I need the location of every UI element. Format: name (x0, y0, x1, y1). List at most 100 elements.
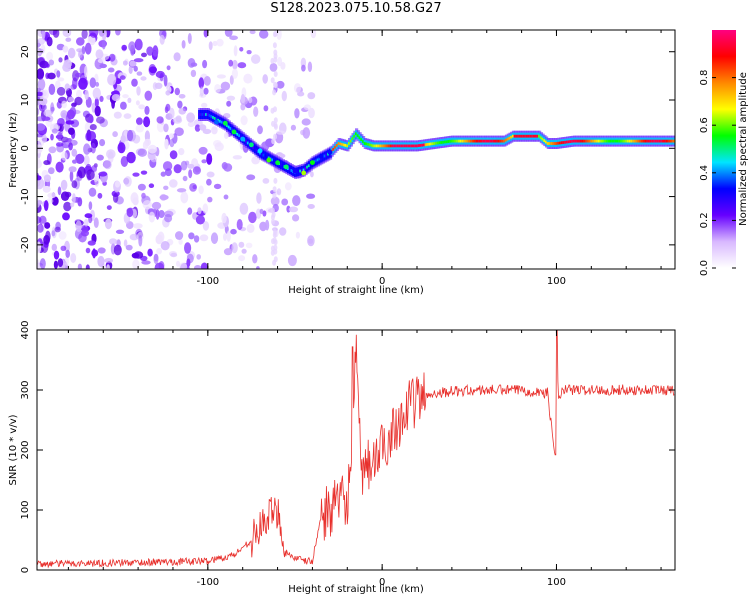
spectrogram-band-core (219, 119, 223, 123)
spectrogram-band-core (565, 140, 570, 144)
spectrogram-noise-blob (133, 223, 143, 229)
spectrogram-band-core (459, 139, 463, 143)
spectrogram-noise-blob (56, 86, 66, 96)
spectrogram-band-core (478, 139, 482, 143)
snr-series-line (37, 330, 675, 569)
spectrogram-noise-blob (223, 163, 233, 172)
spectrogram-noise-blob (276, 188, 282, 196)
spectrogram-noise-blob (270, 57, 275, 64)
spectrogram-band-core (651, 139, 655, 143)
spectrogram-noise-blob (273, 81, 277, 88)
spectrogram-noise-blob (71, 102, 77, 108)
spectrogram-band-core (485, 139, 489, 143)
spectrogram-band-core (255, 148, 259, 152)
spectrogram-band-core (600, 139, 604, 143)
spectrogram-noise-blob (174, 87, 180, 96)
spectrogram-band-core (374, 144, 378, 148)
spectrogram-band-core (428, 142, 432, 146)
spectrogram-noise-blob (170, 252, 178, 258)
spectrogram-band-core (553, 142, 557, 145)
spectrogram-band-core (400, 144, 404, 148)
spectrogram-noise-blob (135, 124, 144, 133)
spectrogram-noise-blob (271, 218, 275, 225)
spectrogram-band-core (410, 144, 414, 148)
spectrogram-band-core (574, 139, 578, 143)
spectrogram-band-spot (327, 149, 333, 155)
spectrogram-noise-blob (273, 177, 278, 184)
spectrogram-noise-blob (169, 138, 175, 148)
spectrogram-band-core (262, 153, 266, 157)
spectrogram-noise-blob (128, 65, 133, 75)
spectrogram-noise-blob (198, 146, 208, 155)
spectrogram-band-core (546, 142, 550, 145)
spectrogram-noise-blob (109, 238, 117, 245)
spectrogram-band-core (403, 144, 407, 148)
spectrogram-noise-blob (65, 37, 72, 42)
spectrogram-noise-blob (228, 59, 234, 67)
spectrogram-band-core (217, 118, 221, 122)
spectrogram-band-core (653, 139, 657, 143)
spectrogram-noise-blob (226, 95, 236, 101)
spectrogram-noise-blob (64, 255, 69, 266)
spectrogram-band-core (572, 139, 577, 143)
spectrogram-band-core (640, 139, 645, 143)
spectrogram-noise-blob (120, 101, 127, 110)
spectrogram-noise-blob (273, 133, 278, 140)
spectrogram-noise-blob (151, 201, 162, 210)
spectrogram-band-core (663, 139, 667, 143)
spectrogram-noise-blob (140, 170, 148, 175)
spectrogram-y-tick-label: -10 (20, 188, 31, 204)
spectrogram-noise-blob (178, 148, 185, 156)
spectrogram-band-core (545, 140, 549, 144)
spectrogram-noise-blob (301, 64, 306, 72)
spectrogram-band-core (236, 132, 240, 136)
spectrogram-noise-blob (142, 200, 152, 210)
spectrogram-noise-blob (134, 38, 143, 51)
spectrogram-noise-blob (39, 97, 48, 106)
spectrogram-noise-blob (195, 215, 205, 225)
spectrogram-noise-blob (270, 77, 275, 84)
spectrogram-noise-blob (192, 212, 198, 220)
spectrogram-noise-blob (240, 94, 246, 104)
spectrogram-noise-blob (163, 74, 168, 87)
spectrogram-noise-blob (37, 223, 44, 233)
snr-y-axis-label: SNR (10 * v/v) (8, 414, 19, 485)
spectrogram-noise-blob (303, 104, 311, 111)
spectrogram-noise-blob (164, 214, 173, 223)
spectrogram-band-core (351, 137, 355, 140)
spectrogram-noise-blob (39, 215, 47, 226)
spectrogram-noise-blob (117, 142, 126, 154)
spectrogram-band-core (365, 142, 369, 146)
spectrogram-band-core (206, 113, 210, 116)
spectrogram-noise-blob (187, 163, 195, 169)
spectrogram-band-core (220, 120, 224, 124)
spectrogram-noise-blob (57, 186, 62, 196)
spectrogram-noise-blob (273, 229, 278, 235)
spectrogram-noise-blob (270, 207, 275, 214)
spectrogram-band-core (234, 131, 238, 135)
spectrogram-band-core (205, 113, 209, 116)
spectrogram-noise-blob (107, 73, 117, 86)
spectrogram-noise-blob (272, 89, 277, 96)
spectrogram-noise-blob (208, 41, 213, 51)
spectrogram-noise-blob (62, 62, 72, 72)
spectrogram-noise-blob (288, 206, 299, 213)
spectrogram-noise-blob (95, 82, 100, 87)
spectrogram-noise-blob (67, 47, 76, 59)
spectrogram-noise-blob (272, 42, 277, 49)
spectrogram-noise-blob (187, 58, 196, 68)
spectrogram-noise-blob (47, 72, 56, 80)
spectrogram-band-core (280, 163, 284, 167)
spectrogram-noise-blob (273, 71, 278, 77)
spectrogram-noise-blob (53, 250, 60, 260)
spectrogram-noise-blob (232, 155, 243, 160)
spectrogram-noise-blob (87, 131, 97, 142)
spectrogram-noise-blob (237, 62, 247, 69)
spectrogram-noise-blob (37, 159, 42, 169)
spectrogram-band-core (299, 169, 303, 173)
spectrogram-band-core (632, 139, 636, 143)
spectrogram-band-core (363, 142, 367, 145)
spectrogram-noise-blob (89, 30, 99, 38)
